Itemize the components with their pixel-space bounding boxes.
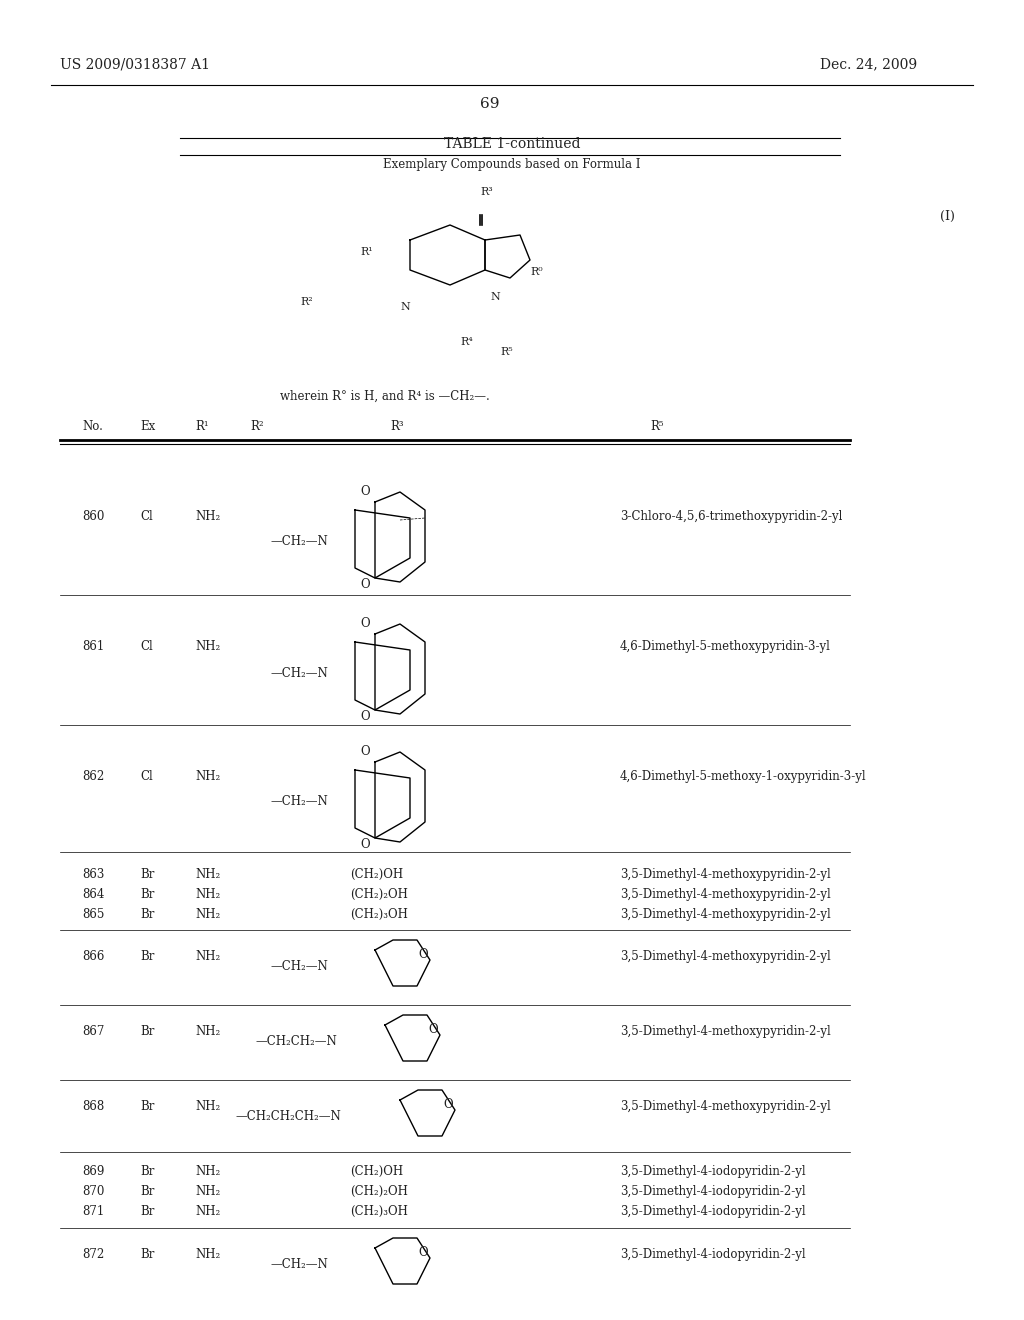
Text: Br: Br — [140, 908, 155, 921]
Text: 862: 862 — [82, 770, 104, 783]
Text: 3,5-Dimethyl-4-methoxypyridin-2-yl: 3,5-Dimethyl-4-methoxypyridin-2-yl — [620, 908, 830, 921]
Text: R³: R³ — [390, 420, 403, 433]
Text: O: O — [360, 744, 370, 758]
Text: 3,5-Dimethyl-4-iodopyridin-2-yl: 3,5-Dimethyl-4-iodopyridin-2-yl — [620, 1205, 806, 1218]
Text: 3,5-Dimethyl-4-methoxypyridin-2-yl: 3,5-Dimethyl-4-methoxypyridin-2-yl — [620, 1026, 830, 1038]
Text: NH₂: NH₂ — [195, 869, 220, 880]
Text: (CH₂)₃OH: (CH₂)₃OH — [350, 908, 408, 921]
Text: R⁵: R⁵ — [650, 420, 664, 433]
Text: NH₂: NH₂ — [195, 908, 220, 921]
Text: O: O — [360, 578, 370, 591]
Text: —CH₂—N: —CH₂—N — [270, 960, 328, 973]
Text: NH₂: NH₂ — [195, 1205, 220, 1218]
Text: Br: Br — [140, 1247, 155, 1261]
Text: 865: 865 — [82, 908, 104, 921]
Text: —CH₂—N: —CH₂—N — [270, 1258, 328, 1271]
Text: Dec. 24, 2009: Dec. 24, 2009 — [820, 57, 918, 71]
Text: 3,5-Dimethyl-4-methoxypyridin-2-yl: 3,5-Dimethyl-4-methoxypyridin-2-yl — [620, 869, 830, 880]
Text: (CH₂)OH: (CH₂)OH — [350, 1166, 403, 1177]
Text: NH₂: NH₂ — [195, 950, 220, 964]
Text: 870: 870 — [82, 1185, 104, 1199]
Text: N: N — [400, 302, 410, 312]
Text: 869: 869 — [82, 1166, 104, 1177]
Text: —CH₂—N: —CH₂—N — [270, 667, 328, 680]
Text: 871: 871 — [82, 1205, 104, 1218]
Text: Cl: Cl — [140, 640, 153, 653]
Text: O: O — [360, 838, 370, 851]
Text: (CH₂)₂OH: (CH₂)₂OH — [350, 888, 408, 902]
Text: NH₂: NH₂ — [195, 770, 220, 783]
Text: Br: Br — [140, 950, 155, 964]
Text: O: O — [360, 710, 370, 723]
Text: NH₂: NH₂ — [195, 640, 220, 653]
Text: (CH₂)₂OH: (CH₂)₂OH — [350, 1185, 408, 1199]
Text: 864: 864 — [82, 888, 104, 902]
Text: 3,5-Dimethyl-4-iodopyridin-2-yl: 3,5-Dimethyl-4-iodopyridin-2-yl — [620, 1247, 806, 1261]
Text: NH₂: NH₂ — [195, 1026, 220, 1038]
Text: NH₂: NH₂ — [195, 1100, 220, 1113]
Text: R²: R² — [300, 297, 312, 308]
Text: R²: R² — [250, 420, 263, 433]
Text: Cl: Cl — [140, 770, 153, 783]
Text: (CH₂)₃OH: (CH₂)₃OH — [350, 1205, 408, 1218]
Text: Br: Br — [140, 1026, 155, 1038]
Text: 4,6-Dimethyl-5-methoxypyridin-3-yl: 4,6-Dimethyl-5-methoxypyridin-3-yl — [620, 640, 830, 653]
Text: TABLE 1-continued: TABLE 1-continued — [443, 137, 581, 150]
Text: R⁵: R⁵ — [500, 347, 513, 356]
Text: (I): (I) — [940, 210, 954, 223]
Text: O: O — [360, 616, 370, 630]
Text: Cl: Cl — [140, 510, 153, 523]
Text: Br: Br — [140, 1166, 155, 1177]
Text: 3,5-Dimethyl-4-iodopyridin-2-yl: 3,5-Dimethyl-4-iodopyridin-2-yl — [620, 1185, 806, 1199]
Text: NH₂: NH₂ — [195, 888, 220, 902]
Text: —CH₂CH₂CH₂—N: —CH₂CH₂CH₂—N — [234, 1110, 341, 1123]
Text: NH₂: NH₂ — [195, 1185, 220, 1199]
Text: (CH₂)OH: (CH₂)OH — [350, 869, 403, 880]
Text: NH₂: NH₂ — [195, 1166, 220, 1177]
Text: 861: 861 — [82, 640, 104, 653]
Text: —CH₂—N: —CH₂—N — [270, 795, 328, 808]
Text: R³: R³ — [480, 187, 493, 197]
Text: 3,5-Dimethyl-4-iodopyridin-2-yl: 3,5-Dimethyl-4-iodopyridin-2-yl — [620, 1166, 806, 1177]
Text: 3-Chloro-4,5,6-trimethoxypyridin-2-yl: 3-Chloro-4,5,6-trimethoxypyridin-2-yl — [620, 510, 843, 523]
Text: 866: 866 — [82, 950, 104, 964]
Text: 868: 868 — [82, 1100, 104, 1113]
Text: 3,5-Dimethyl-4-methoxypyridin-2-yl: 3,5-Dimethyl-4-methoxypyridin-2-yl — [620, 1100, 830, 1113]
Text: R⁴: R⁴ — [460, 337, 473, 347]
Text: Br: Br — [140, 869, 155, 880]
Text: Br: Br — [140, 1205, 155, 1218]
Text: 3,5-Dimethyl-4-methoxypyridin-2-yl: 3,5-Dimethyl-4-methoxypyridin-2-yl — [620, 950, 830, 964]
Text: NH₂: NH₂ — [195, 510, 220, 523]
Text: 3,5-Dimethyl-4-methoxypyridin-2-yl: 3,5-Dimethyl-4-methoxypyridin-2-yl — [620, 888, 830, 902]
Text: NH₂: NH₂ — [195, 1247, 220, 1261]
Text: —CH₂—N: —CH₂—N — [270, 535, 328, 548]
Text: —CH₂CH₂—N: —CH₂CH₂—N — [255, 1035, 337, 1048]
Text: 863: 863 — [82, 869, 104, 880]
Text: 4,6-Dimethyl-5-methoxy-1-oxypyridin-3-yl: 4,6-Dimethyl-5-methoxy-1-oxypyridin-3-yl — [620, 770, 866, 783]
Text: wherein R° is H, and R⁴ is —CH₂—.: wherein R° is H, and R⁴ is —CH₂—. — [280, 389, 489, 403]
Text: O: O — [418, 948, 428, 961]
Text: 69: 69 — [480, 96, 500, 111]
Text: US 2009/0318387 A1: US 2009/0318387 A1 — [60, 57, 210, 71]
Text: Ex: Ex — [140, 420, 156, 433]
Text: R⁰: R⁰ — [530, 267, 543, 277]
Text: Br: Br — [140, 1100, 155, 1113]
Text: N: N — [490, 292, 500, 302]
Text: O: O — [418, 1246, 428, 1259]
Text: 860: 860 — [82, 510, 104, 523]
Text: R¹: R¹ — [195, 420, 209, 433]
Text: O: O — [360, 484, 370, 498]
Text: Exemplary Compounds based on Formula I: Exemplary Compounds based on Formula I — [383, 158, 641, 172]
Text: Br: Br — [140, 1185, 155, 1199]
Text: O: O — [428, 1023, 437, 1036]
Text: No.: No. — [82, 420, 102, 433]
Text: 872: 872 — [82, 1247, 104, 1261]
Text: Br: Br — [140, 888, 155, 902]
Text: O: O — [443, 1098, 453, 1111]
Text: R¹: R¹ — [360, 247, 373, 257]
Text: 867: 867 — [82, 1026, 104, 1038]
